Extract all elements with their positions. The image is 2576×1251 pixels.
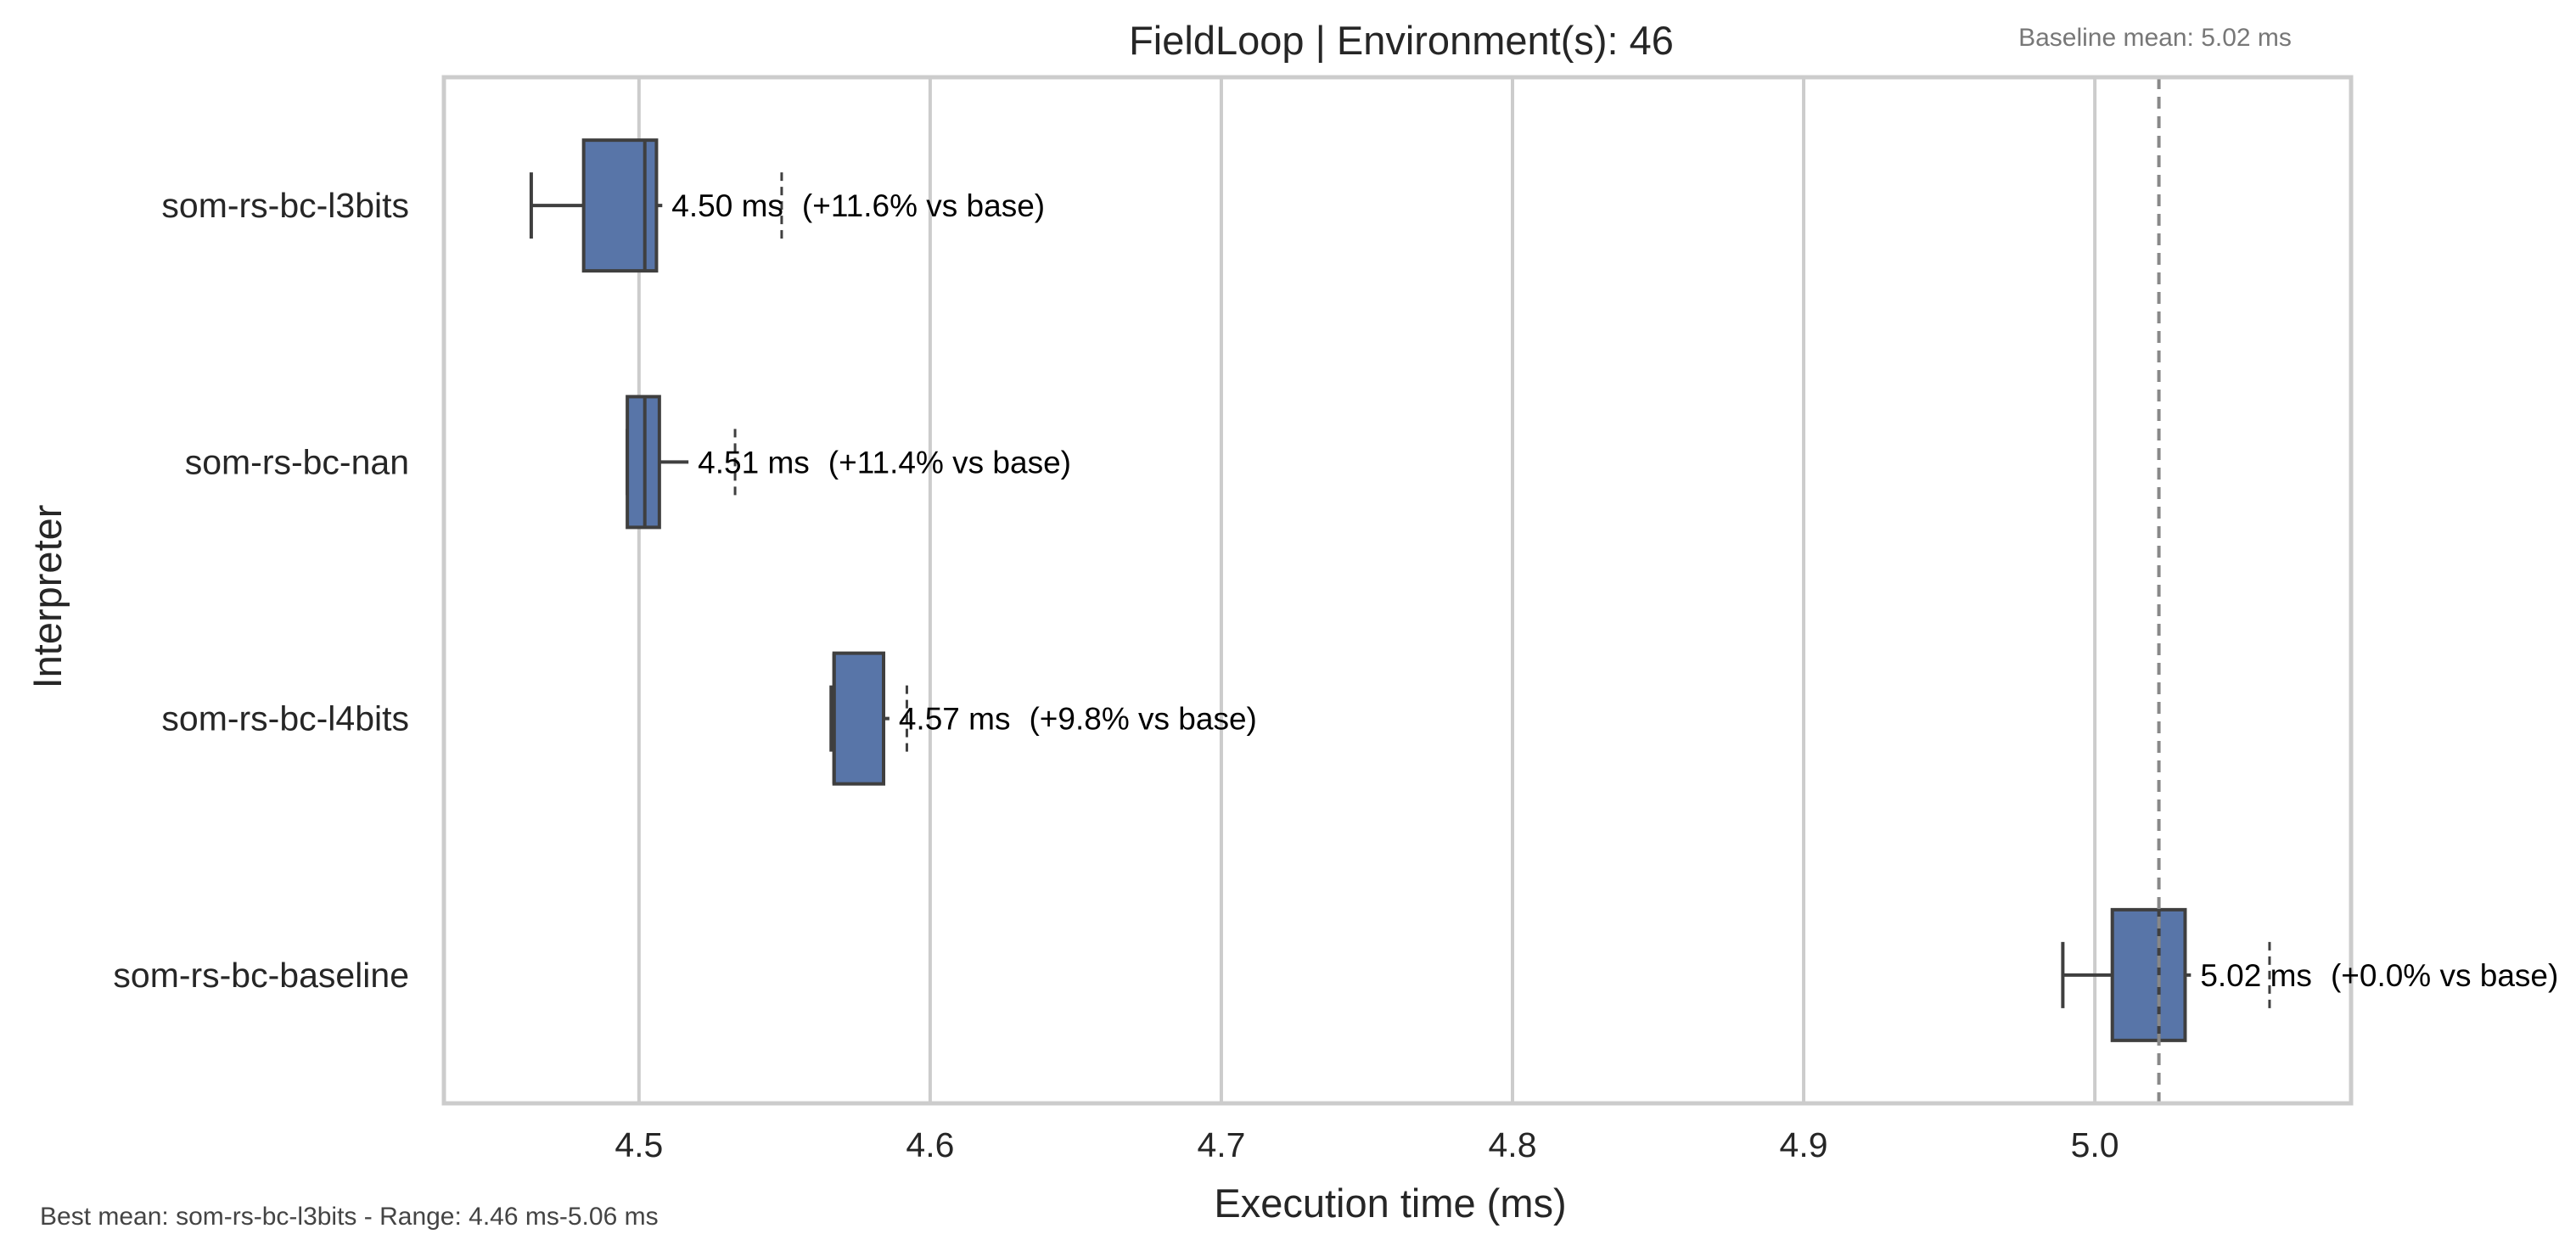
- chart-title: FieldLoop | Environment(s): 46: [1129, 18, 1674, 63]
- mean-value-label: 4.50 ms: [671, 188, 783, 223]
- x-tick-label: 4.7: [1197, 1125, 1245, 1164]
- mean-value-label: 5.02 ms: [2200, 958, 2312, 993]
- iqr-box: [2110, 907, 2187, 1042]
- mean-value-label: 4.57 ms: [899, 702, 1011, 737]
- delta-vs-base-label: (+9.8% vs base): [1029, 702, 1256, 737]
- delta-vs-base-label: (+11.6% vs base): [802, 188, 1045, 223]
- box-annotation: 4.50 ms (+11.6% vs base): [671, 188, 1045, 223]
- box-group: [2061, 907, 2271, 1042]
- x-axis-label: Execution time (ms): [1214, 1181, 1566, 1226]
- y-category-label: som-rs-bc-baseline: [113, 956, 409, 995]
- y-axis-label: Interpreter: [25, 505, 70, 689]
- delta-vs-base-label: (+11.4% vs base): [828, 445, 1071, 480]
- mean-value-label: 4.51 ms: [698, 445, 810, 480]
- iqr-box: [832, 651, 886, 786]
- box-group: [529, 138, 783, 273]
- x-tick-label: 4.8: [1489, 1125, 1537, 1164]
- y-category-label: som-rs-bc-nan: [185, 442, 409, 481]
- box-group: [829, 651, 908, 786]
- baseline-mean-note: Baseline mean: 5.02 ms: [2018, 24, 2292, 52]
- y-category-label: som-rs-bc-l3bits: [161, 186, 409, 225]
- box-annotation: 4.57 ms (+9.8% vs base): [899, 702, 1257, 737]
- x-tick-label: 4.5: [615, 1125, 663, 1164]
- delta-vs-base-label: (+0.0% vs base): [2331, 958, 2558, 993]
- box-annotation: 5.02 ms (+0.0% vs base): [2200, 958, 2558, 993]
- x-tick-label: 4.9: [1780, 1125, 1828, 1164]
- box-group: [626, 395, 737, 530]
- box-annotation: 4.51 ms (+11.4% vs base): [698, 445, 1071, 480]
- footer-note: Best mean: som-rs-bc-l3bits - Range: 4.4…: [40, 1203, 659, 1231]
- x-tick-label: 5.0: [2071, 1125, 2119, 1164]
- y-category-label: som-rs-bc-l4bits: [161, 699, 409, 738]
- x-tick-label: 4.6: [906, 1125, 954, 1164]
- plot-area-frame: [441, 75, 2354, 1106]
